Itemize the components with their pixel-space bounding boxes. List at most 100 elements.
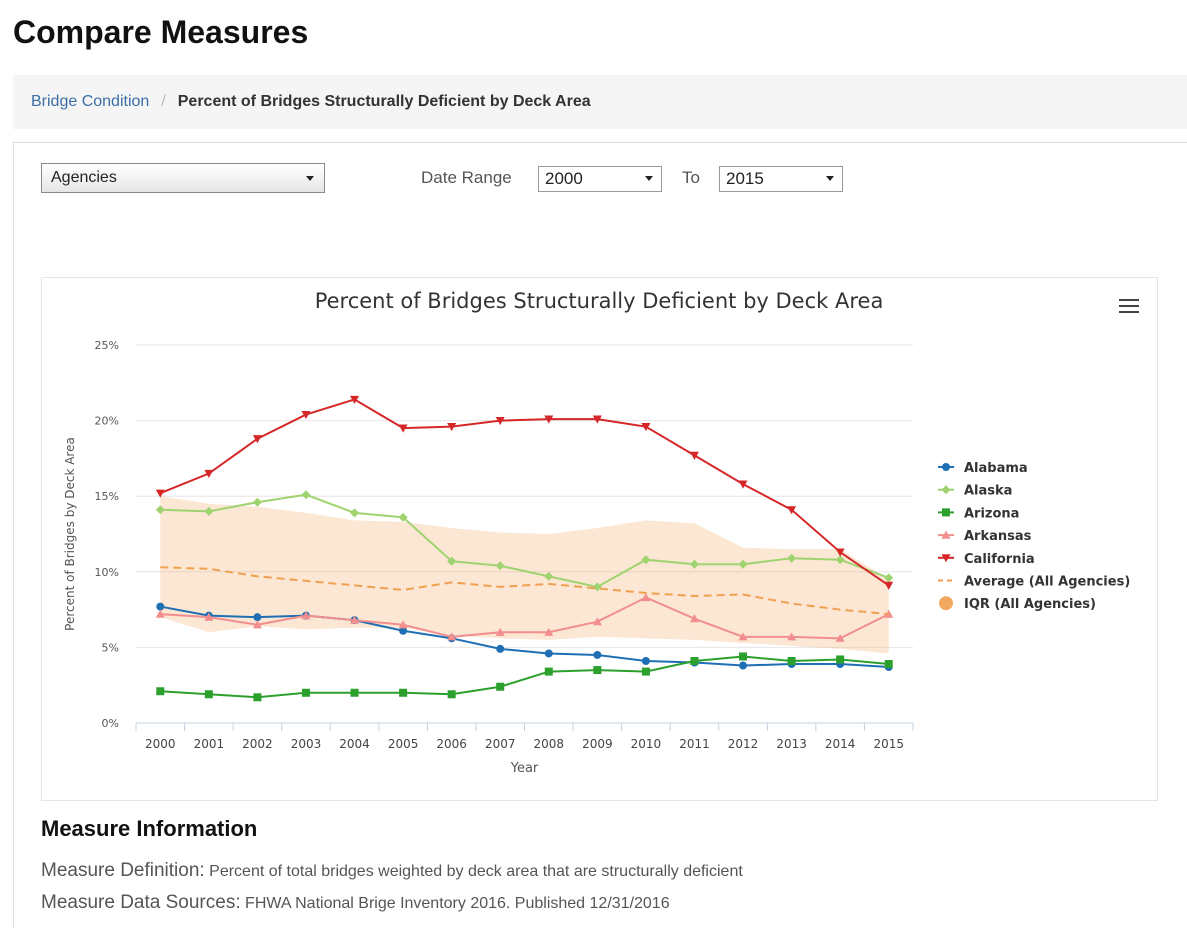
x-tick-label: 2006 [436, 737, 467, 751]
data-point-arizona [399, 688, 408, 697]
data-point-arizona [447, 690, 456, 699]
y-tick-label: 5% [102, 641, 119, 654]
series-line-california [159, 398, 890, 587]
legend-item-iqr-all-agencies: IQR (All Agencies) [964, 597, 1096, 612]
x-axis-title: Year [510, 761, 539, 776]
x-tick-label: 2015 [873, 737, 904, 751]
date-from-select[interactable]: 2000 [538, 166, 662, 192]
data-point-california [641, 423, 651, 432]
chevron-down-icon [826, 176, 834, 181]
data-point-arizona [787, 657, 796, 666]
data-point-alabama [641, 657, 650, 666]
data-point-arizona [690, 657, 699, 666]
data-point-california [398, 424, 408, 433]
data-point-arizona [301, 688, 310, 697]
data-point-alabama [593, 650, 602, 659]
data-point-arizona [544, 667, 553, 676]
data-point-california [301, 410, 311, 420]
legend-symbol-arkansas [941, 530, 951, 539]
data-point-arkansas [592, 617, 602, 626]
chevron-down-icon [306, 176, 314, 181]
x-tick-label: 2004 [339, 737, 370, 751]
data-point-alaska [544, 571, 554, 581]
y-tick-label: 15% [95, 490, 119, 503]
breadcrumb-separator: / [161, 93, 166, 110]
data-point-arkansas [447, 632, 457, 641]
data-point-arkansas [301, 611, 311, 620]
measure-info-heading: Measure Information [41, 816, 258, 841]
data-point-arizona [350, 688, 359, 697]
measure-definition-label: Measure Definition: [41, 860, 205, 881]
data-point-arkansas [398, 620, 408, 629]
x-tick-label: 2011 [679, 737, 710, 751]
data-point-arizona [593, 666, 602, 675]
x-tick-label: 2003 [291, 737, 322, 751]
data-point-alabama [496, 644, 505, 653]
y-tick-label: 10% [95, 566, 119, 579]
y-tick-label: 0% [102, 717, 119, 730]
data-point-arkansas [738, 632, 748, 641]
chevron-down-icon [645, 176, 653, 181]
chart-title: Percent of Bridges Structurally Deficien… [315, 289, 884, 313]
data-point-arizona [739, 652, 748, 661]
data-point-arkansas [495, 627, 505, 636]
x-tick-label: 2014 [825, 737, 856, 751]
legend-item-alabama: Alabama [964, 461, 1028, 476]
data-point-arizona [641, 667, 650, 676]
data-point-alaska [155, 505, 165, 515]
data-point-alaska [301, 490, 311, 500]
data-point-alabama [253, 613, 262, 622]
data-point-california [738, 480, 748, 489]
data-point-california [544, 415, 554, 424]
legend-symbol-california [941, 554, 951, 563]
data-point-arkansas [641, 593, 651, 602]
data-point-alaska [689, 559, 699, 569]
legend-symbol-alabama [942, 463, 950, 471]
agencies-select[interactable]: Agencies [41, 163, 325, 193]
iqr-band [160, 496, 889, 654]
data-point-alaska [204, 506, 214, 516]
data-point-california [592, 415, 602, 424]
date-to-value: 2015 [726, 169, 764, 188]
x-tick-label: 2009 [582, 737, 613, 751]
data-point-california [689, 451, 699, 460]
data-point-arizona [204, 690, 213, 699]
to-label: To [682, 168, 700, 187]
agencies-select-value: Agencies [51, 169, 117, 186]
series-line-average-all-agencies [160, 566, 889, 616]
legend-item-arizona: Arizona [964, 506, 1019, 521]
data-point-alaska [252, 497, 262, 507]
data-point-arkansas [544, 627, 554, 636]
x-tick-label: 2012 [728, 737, 759, 751]
data-point-alaska [884, 573, 894, 583]
data-point-alabama [544, 649, 553, 658]
data-point-arizona [496, 682, 505, 691]
data-point-arkansas [787, 632, 797, 641]
data-point-arkansas [689, 614, 699, 623]
series-line-alaska [160, 493, 890, 588]
data-point-california [155, 489, 165, 498]
date-from-value: 2000 [545, 169, 583, 188]
breadcrumb: Bridge Condition / Percent of Bridges St… [13, 75, 1187, 129]
measure-sources-label: Measure Data Sources: [41, 892, 241, 913]
line-chart: Percent of Bridges Structurally Deficien… [63, 289, 1130, 776]
content-panel [13, 142, 1187, 928]
data-point-california [204, 469, 214, 479]
measure-sources-value: FHWA National Brige Inventory 2016. Publ… [245, 895, 670, 912]
breadcrumb-link-bridge-condition[interactable]: Bridge Condition [31, 93, 150, 110]
x-tick-label: 2008 [534, 737, 565, 751]
date-range-label: Date Range [421, 168, 512, 187]
y-tick-label: 20% [95, 415, 119, 428]
data-point-arizona [253, 693, 262, 702]
data-point-california [447, 423, 457, 432]
data-point-arkansas [204, 612, 214, 621]
x-tick-label: 2000 [145, 737, 176, 751]
data-point-arizona [884, 660, 893, 669]
data-point-alaska [641, 555, 651, 565]
measure-definition: Measure Definition: Percent of total bri… [41, 860, 743, 882]
data-point-california [495, 417, 505, 426]
series-line-alabama [160, 605, 889, 669]
date-to-select[interactable]: 2015 [719, 166, 843, 192]
hamburger-menu-icon[interactable] [1119, 299, 1139, 315]
legend-symbol-arizona [942, 508, 950, 517]
